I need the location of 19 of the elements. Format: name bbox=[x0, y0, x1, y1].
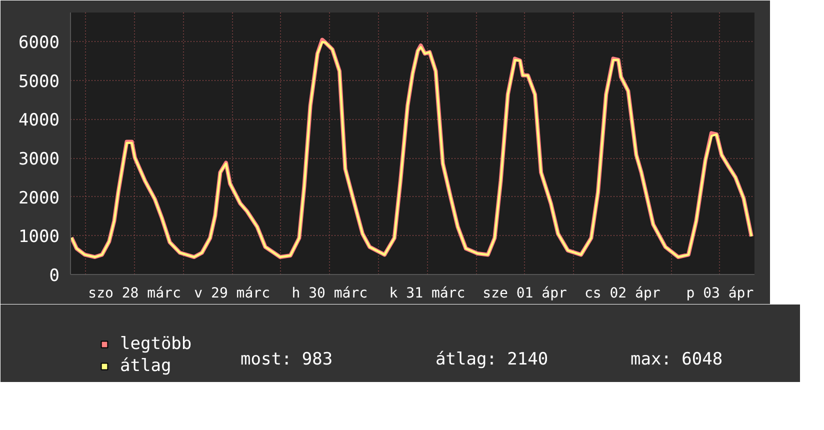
x-tick-label: v 29 márc bbox=[194, 286, 270, 302]
y-tick-label: 5000 bbox=[18, 72, 60, 92]
text: max: 6048 bbox=[630, 350, 723, 370]
y-tick-label: 3000 bbox=[18, 150, 60, 170]
text: átlag: 2140 bbox=[436, 350, 548, 370]
x-tick-label: sze 01 ápr bbox=[482, 286, 567, 302]
text: most: 983 bbox=[240, 350, 333, 370]
x-tick-label: p 03 ápr bbox=[686, 286, 754, 302]
y-tick-label: 2000 bbox=[18, 188, 60, 208]
y-tick-label: 1000 bbox=[18, 227, 60, 248]
y-tick-label: 0 bbox=[49, 266, 60, 286]
x-tick-label: k 31 márc bbox=[389, 286, 466, 302]
x-tick-label: h 30 márc bbox=[292, 286, 368, 302]
legend-label: legtöbb bbox=[120, 334, 192, 354]
y-tick-label: 6000 bbox=[18, 33, 60, 54]
legend-label: átlag bbox=[120, 356, 172, 376]
y-tick-label: 4000 bbox=[18, 110, 60, 131]
x-tick-label: cs 02 ápr bbox=[584, 286, 660, 302]
x-tick-label: szo 28 márc bbox=[88, 286, 181, 302]
